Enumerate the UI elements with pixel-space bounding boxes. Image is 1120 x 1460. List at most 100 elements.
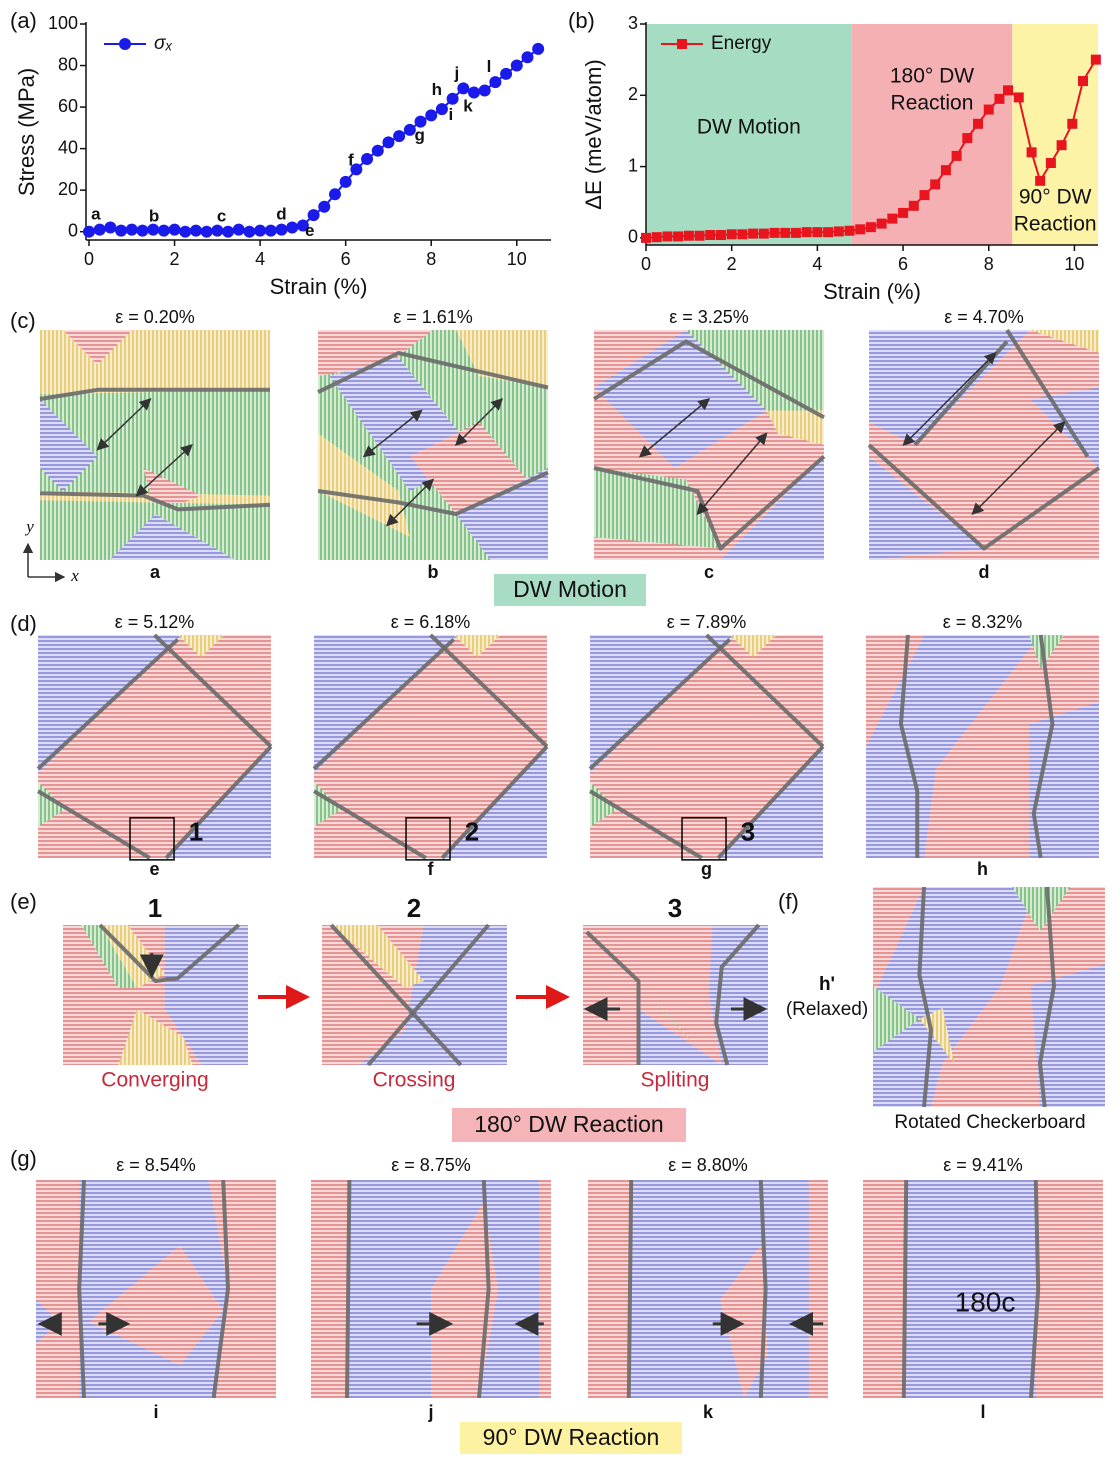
- data-point: [759, 229, 769, 239]
- frame-letter: k: [703, 1402, 714, 1422]
- data-point: [748, 229, 758, 239]
- data-point: [500, 68, 512, 80]
- data-point: [276, 224, 288, 236]
- point-label: i: [449, 105, 454, 124]
- strain-label: ε = 9.41%: [943, 1155, 1023, 1175]
- data-point: [169, 224, 181, 236]
- step-number: 2: [407, 893, 421, 923]
- data-point: [489, 76, 501, 88]
- data-point: [254, 225, 266, 237]
- frame-letter: l: [980, 1402, 985, 1422]
- data-point: [909, 201, 919, 211]
- data-point: [361, 153, 373, 165]
- domain-annotation: 180c: [955, 1287, 1016, 1318]
- data-point: [737, 229, 747, 239]
- frame-letter: d: [979, 562, 990, 582]
- frame-letter: h: [977, 859, 988, 879]
- x-tick-label: 4: [255, 249, 265, 269]
- panel-label: (g): [10, 1146, 37, 1171]
- y-tick-label: 3: [628, 13, 638, 33]
- strain-label: ε = 5.12%: [115, 612, 195, 632]
- data-point: [457, 82, 469, 94]
- point-label: e: [305, 221, 314, 240]
- legend-marker: [119, 38, 131, 50]
- panel-label: (f): [778, 889, 799, 914]
- frame-letter: e: [149, 859, 159, 879]
- point-label: h: [432, 80, 442, 99]
- data-point: [94, 224, 106, 236]
- x-tick-label: 8: [984, 254, 994, 274]
- domain-image: [311, 1180, 551, 1398]
- data-point: [652, 232, 662, 242]
- data-point: [521, 51, 533, 63]
- data-point: [919, 190, 929, 200]
- series-line: [89, 49, 538, 232]
- figure: DW Motion 180° DW Reaction 90° DW Reacti…: [0, 0, 1120, 1455]
- domain: [588, 1180, 631, 1398]
- domain-image: [866, 635, 1099, 858]
- data-point: [318, 201, 330, 213]
- relaxed-image: [873, 887, 1105, 1107]
- frame-letter: b: [428, 562, 439, 582]
- domain: [809, 1180, 828, 1398]
- data-point: [662, 231, 672, 241]
- data-point: [233, 224, 245, 236]
- strain-label: ε = 8.80%: [668, 1155, 748, 1175]
- domain-wall: [347, 1180, 349, 1398]
- data-point: [479, 84, 491, 96]
- legend-marker: [677, 39, 687, 49]
- data-point: [211, 225, 223, 237]
- step-caption: Spliting: [641, 1069, 710, 1092]
- domain-wall: [629, 1180, 631, 1398]
- step-number: 3: [668, 893, 682, 923]
- x-axis-label: Strain (%): [823, 279, 921, 304]
- data-point: [286, 222, 298, 234]
- domain-image: [38, 635, 271, 858]
- point-label: f: [348, 151, 354, 170]
- data-point: [382, 136, 394, 148]
- data-point: [887, 214, 897, 224]
- data-point: [780, 228, 790, 238]
- data-point: [190, 225, 202, 237]
- data-point: [802, 227, 812, 237]
- data-point: [1027, 147, 1037, 157]
- data-point: [973, 119, 983, 129]
- point-label: j: [454, 63, 460, 82]
- point-label: b: [149, 207, 159, 226]
- banner-text: 90° DW Reaction: [483, 1424, 660, 1450]
- data-point: [705, 230, 715, 240]
- region-label: Reaction: [891, 92, 974, 115]
- region-label: DW Motion: [697, 116, 801, 139]
- data-point: [695, 231, 705, 241]
- strain-label: ε = 4.70%: [944, 307, 1024, 327]
- data-point: [941, 165, 951, 175]
- data-point: [930, 179, 940, 189]
- data-point: [436, 103, 448, 115]
- data-point: [641, 233, 651, 243]
- data-point: [791, 228, 801, 238]
- data-point: [898, 208, 908, 218]
- panel-label: (d): [10, 611, 37, 636]
- frame-letter: g: [701, 859, 712, 879]
- domain-image: [40, 330, 270, 560]
- x-tick-label: 0: [641, 254, 651, 274]
- x-tick-label: 0: [84, 249, 94, 269]
- data-point: [179, 226, 191, 238]
- data-point: [201, 226, 213, 238]
- data-point: [425, 109, 437, 121]
- strain-label: ε = 8.54%: [116, 1155, 196, 1175]
- domain-image: [588, 1180, 828, 1398]
- region-label: 90° DW: [1019, 186, 1092, 209]
- data-point: [716, 230, 726, 240]
- y-tick-label: 0: [628, 227, 638, 247]
- data-point: [83, 226, 95, 238]
- domain-image: [36, 1180, 276, 1398]
- banner-text: DW Motion: [513, 576, 627, 602]
- data-point: [158, 225, 170, 237]
- y-tick-label: 100: [48, 13, 78, 33]
- data-point: [136, 225, 148, 237]
- point-label: k: [463, 97, 473, 116]
- banner-text: 180° DW Reaction: [474, 1111, 663, 1137]
- data-point: [770, 228, 780, 238]
- data-point: [329, 188, 341, 200]
